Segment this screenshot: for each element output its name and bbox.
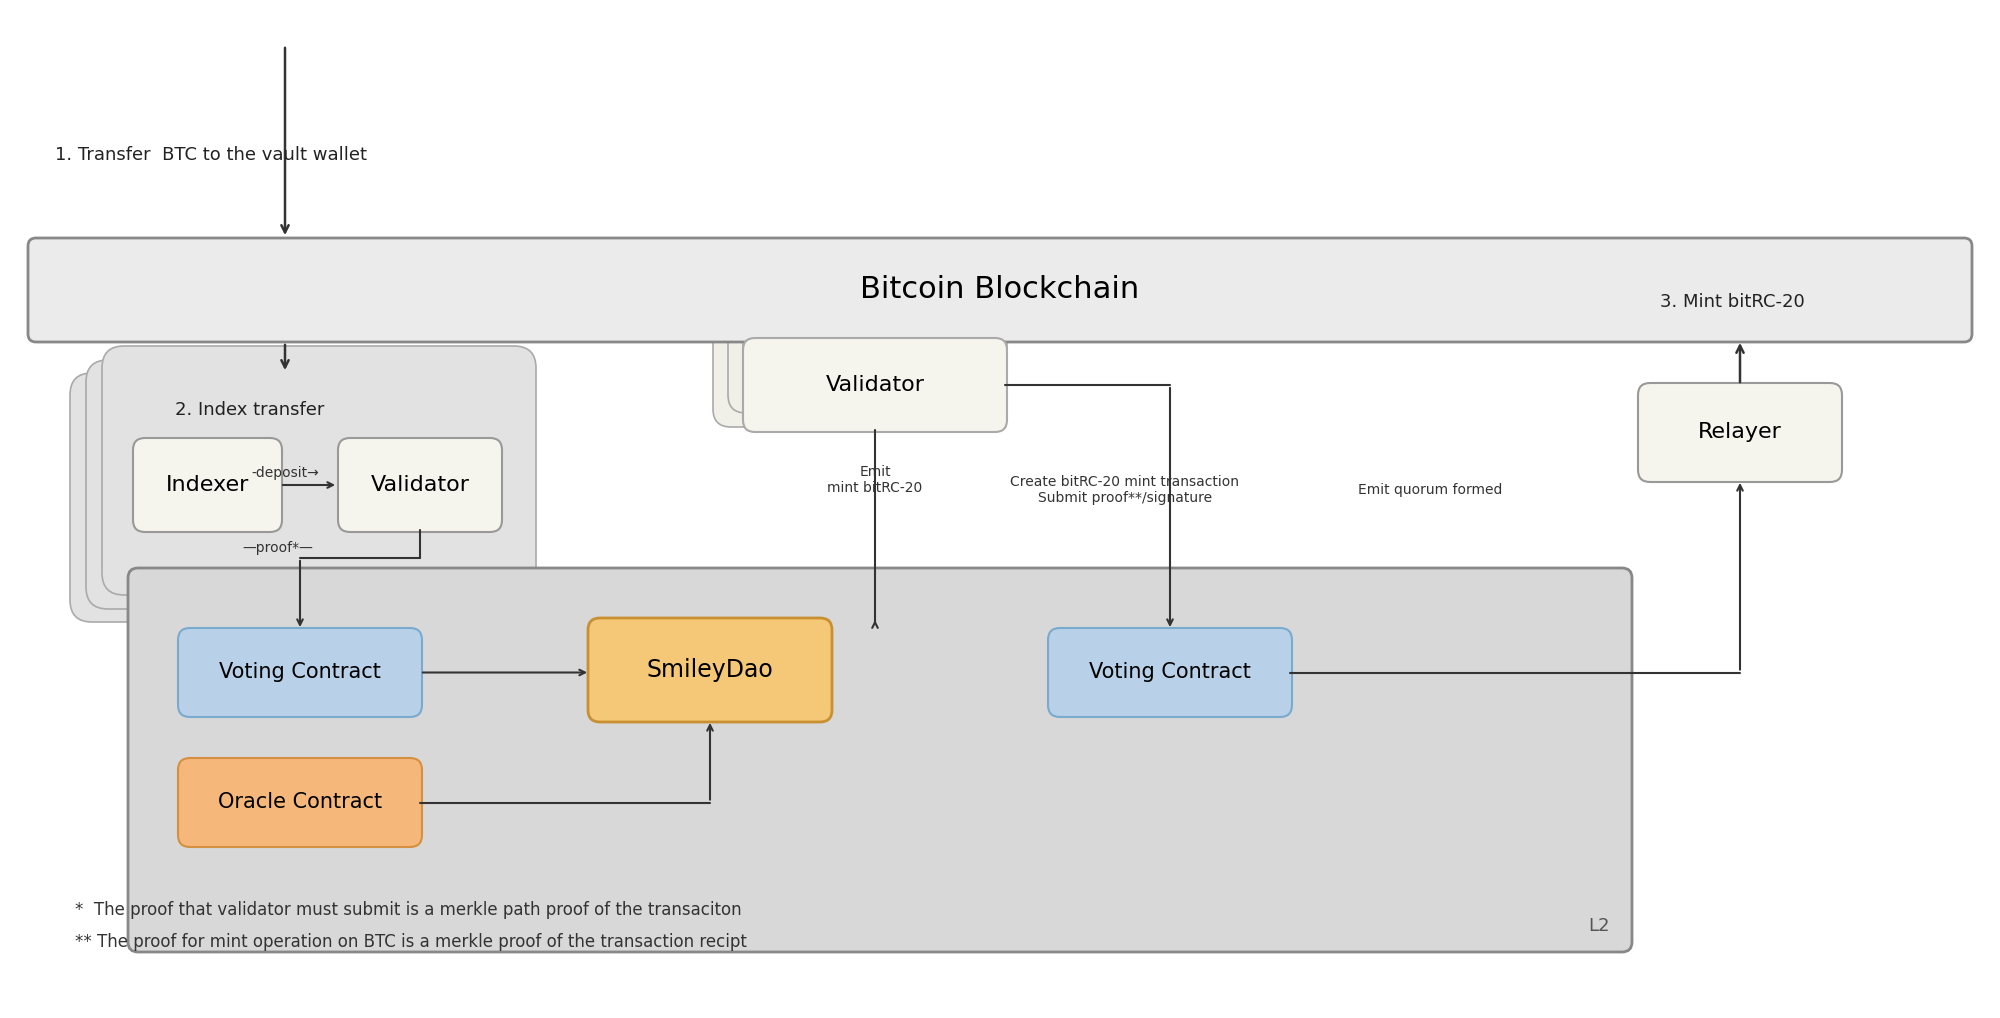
Text: Validator: Validator [370,475,470,495]
FancyBboxPatch shape [132,438,282,532]
Text: Validator: Validator [826,375,924,395]
Text: Emit quorum formed: Emit quorum formed [1358,483,1502,497]
Text: 2. Index transfer: 2. Index transfer [176,401,324,419]
FancyBboxPatch shape [338,438,502,532]
Text: Oracle Contract: Oracle Contract [218,792,382,812]
Text: —proof*—: —proof*— [242,541,312,555]
FancyBboxPatch shape [1048,628,1292,717]
FancyBboxPatch shape [712,308,976,427]
Text: *  The proof that validator must submit is a merkle path proof of the transacito: * The proof that validator must submit i… [76,901,742,919]
Text: SmileyDao: SmileyDao [646,658,774,682]
FancyBboxPatch shape [744,280,1008,399]
FancyBboxPatch shape [70,373,504,622]
Text: Bitcoin Blockchain: Bitcoin Blockchain [860,276,1140,304]
FancyBboxPatch shape [588,618,832,722]
Text: Emit
mint bitRC-20: Emit mint bitRC-20 [828,465,922,495]
Text: Indexer: Indexer [166,475,250,495]
Text: L2: L2 [1588,917,1610,935]
Text: Voting Contract: Voting Contract [220,663,380,682]
FancyBboxPatch shape [128,568,1632,952]
Text: ** The proof for mint operation on BTC is a merkle proof of the transaction reci: ** The proof for mint operation on BTC i… [76,934,746,951]
FancyBboxPatch shape [28,238,1972,342]
FancyBboxPatch shape [178,628,422,717]
FancyBboxPatch shape [86,360,520,609]
FancyBboxPatch shape [178,758,422,847]
FancyBboxPatch shape [728,294,992,413]
FancyBboxPatch shape [102,346,536,595]
Text: Create bitRC-20 mint transaction
Submit proof**/signature: Create bitRC-20 mint transaction Submit … [1010,475,1240,505]
Text: Relayer: Relayer [1698,422,1782,443]
Text: 3. Mint bitRC-20: 3. Mint bitRC-20 [1660,293,1804,312]
Text: -deposit→: -deposit→ [252,466,318,480]
Text: 1. Transfer  BTC to the vault wallet: 1. Transfer BTC to the vault wallet [56,146,368,164]
FancyBboxPatch shape [1638,383,1842,482]
Text: Voting Contract: Voting Contract [1090,663,1250,682]
FancyBboxPatch shape [744,338,1008,432]
